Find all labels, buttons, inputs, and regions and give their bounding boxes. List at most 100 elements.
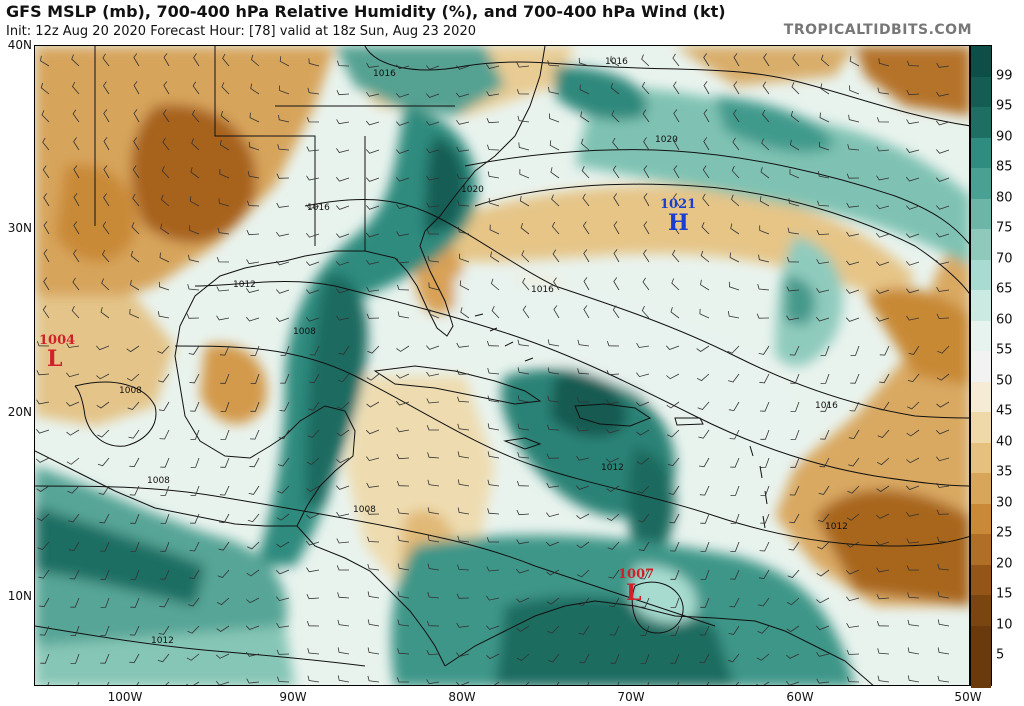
wind-barb xyxy=(787,227,800,235)
wind-barb xyxy=(905,261,920,266)
wind-barb xyxy=(610,82,620,95)
wind-barb xyxy=(336,288,350,294)
wind-barb xyxy=(276,173,290,179)
wind-barb xyxy=(337,647,350,655)
wind-barb xyxy=(128,429,140,439)
wind-barb xyxy=(189,541,200,552)
wind-barb xyxy=(816,651,830,657)
colorbar-segment xyxy=(971,290,991,322)
wind-barb xyxy=(699,485,710,496)
isobar-label: 1016 xyxy=(531,285,554,295)
wind-barb xyxy=(335,176,350,182)
wind-barb xyxy=(486,64,500,69)
wind-barb xyxy=(306,117,320,123)
wind-barb xyxy=(848,114,860,123)
colorbar-label: 55 xyxy=(996,342,1013,358)
wind-barb xyxy=(907,592,920,599)
wind-barb xyxy=(246,597,260,604)
wind-barb xyxy=(818,485,830,495)
wind-barb xyxy=(937,675,950,683)
wind-barb xyxy=(66,429,80,436)
wind-barb xyxy=(756,681,770,685)
wind-barb xyxy=(250,83,260,95)
wind-barb xyxy=(936,429,950,435)
wind-barb xyxy=(846,569,860,575)
wind-barb xyxy=(547,424,560,431)
colorbar-label: 80 xyxy=(996,190,1013,206)
wind-barb xyxy=(875,261,890,266)
wind-barb xyxy=(457,535,470,543)
wind-barb xyxy=(69,569,80,580)
wind-barb xyxy=(816,288,830,293)
wind-barb xyxy=(728,401,740,412)
wind-barb xyxy=(876,594,890,600)
wind-barb xyxy=(525,681,530,685)
wind-barb xyxy=(640,625,650,636)
isobar-label: 1016 xyxy=(605,57,628,67)
wind-barb xyxy=(577,569,590,578)
wind-barb xyxy=(636,401,650,407)
wind-barb xyxy=(576,397,589,403)
isobars xyxy=(35,46,969,667)
wind-barb xyxy=(703,81,710,95)
wind-barb xyxy=(906,119,920,125)
wind-barb xyxy=(846,649,860,655)
wind-barb xyxy=(516,480,530,487)
isobar-label: 1008 xyxy=(353,505,376,515)
wind-barb xyxy=(735,681,740,685)
wind-barb xyxy=(337,675,350,683)
colorbar-label: 5 xyxy=(996,647,1005,663)
wind-barb xyxy=(936,260,950,265)
colorbar-segment xyxy=(971,412,991,444)
wind-barb xyxy=(789,168,800,179)
wind-barb xyxy=(276,569,290,575)
wind-barb xyxy=(818,141,830,151)
wind-barb xyxy=(643,165,650,179)
wind-barb xyxy=(790,139,800,151)
colorbar-segment xyxy=(971,564,991,597)
wind-barb xyxy=(73,137,80,151)
colorbar-segment xyxy=(971,198,991,231)
wind-barb xyxy=(427,563,440,571)
wind-barb xyxy=(879,373,890,384)
wind-barb xyxy=(459,253,470,263)
wind-barb xyxy=(516,539,530,545)
wind-barb xyxy=(186,313,200,319)
wind-barb xyxy=(42,137,50,151)
wind-barb xyxy=(792,53,800,67)
wind-barb xyxy=(396,427,410,433)
wind-barb xyxy=(551,194,560,207)
wind-barb xyxy=(250,401,260,412)
wind-barb xyxy=(395,121,410,126)
wind-barb xyxy=(815,316,830,322)
wind-barb xyxy=(248,485,260,495)
wind-barb xyxy=(935,232,950,238)
wind-barb xyxy=(790,401,800,412)
colorbar-label: 45 xyxy=(996,403,1013,419)
wind-barb xyxy=(548,86,560,95)
wind-barb xyxy=(457,564,470,571)
wind-barb xyxy=(456,369,470,375)
wind-barb xyxy=(816,625,830,631)
wind-barb xyxy=(759,373,770,384)
wind-barb xyxy=(157,345,170,354)
wind-barb xyxy=(547,367,560,375)
wind-barb xyxy=(157,653,170,663)
wind-barb xyxy=(218,198,230,207)
wind-barb xyxy=(396,373,410,379)
wind-barb xyxy=(516,62,530,68)
wind-barb xyxy=(553,305,560,319)
wind-barb xyxy=(730,541,740,552)
wind-barb xyxy=(216,653,230,659)
wind-barb xyxy=(426,425,439,431)
wind-barb xyxy=(458,226,470,235)
wind-barb xyxy=(396,453,410,460)
wind-barb xyxy=(42,165,50,179)
wind-barb xyxy=(215,680,230,685)
wind-barb xyxy=(133,109,140,123)
wind-barb xyxy=(641,81,650,95)
wind-barb xyxy=(367,563,380,571)
wind-barb xyxy=(642,109,650,123)
wind-barb xyxy=(845,289,860,294)
wind-barb xyxy=(367,619,380,627)
